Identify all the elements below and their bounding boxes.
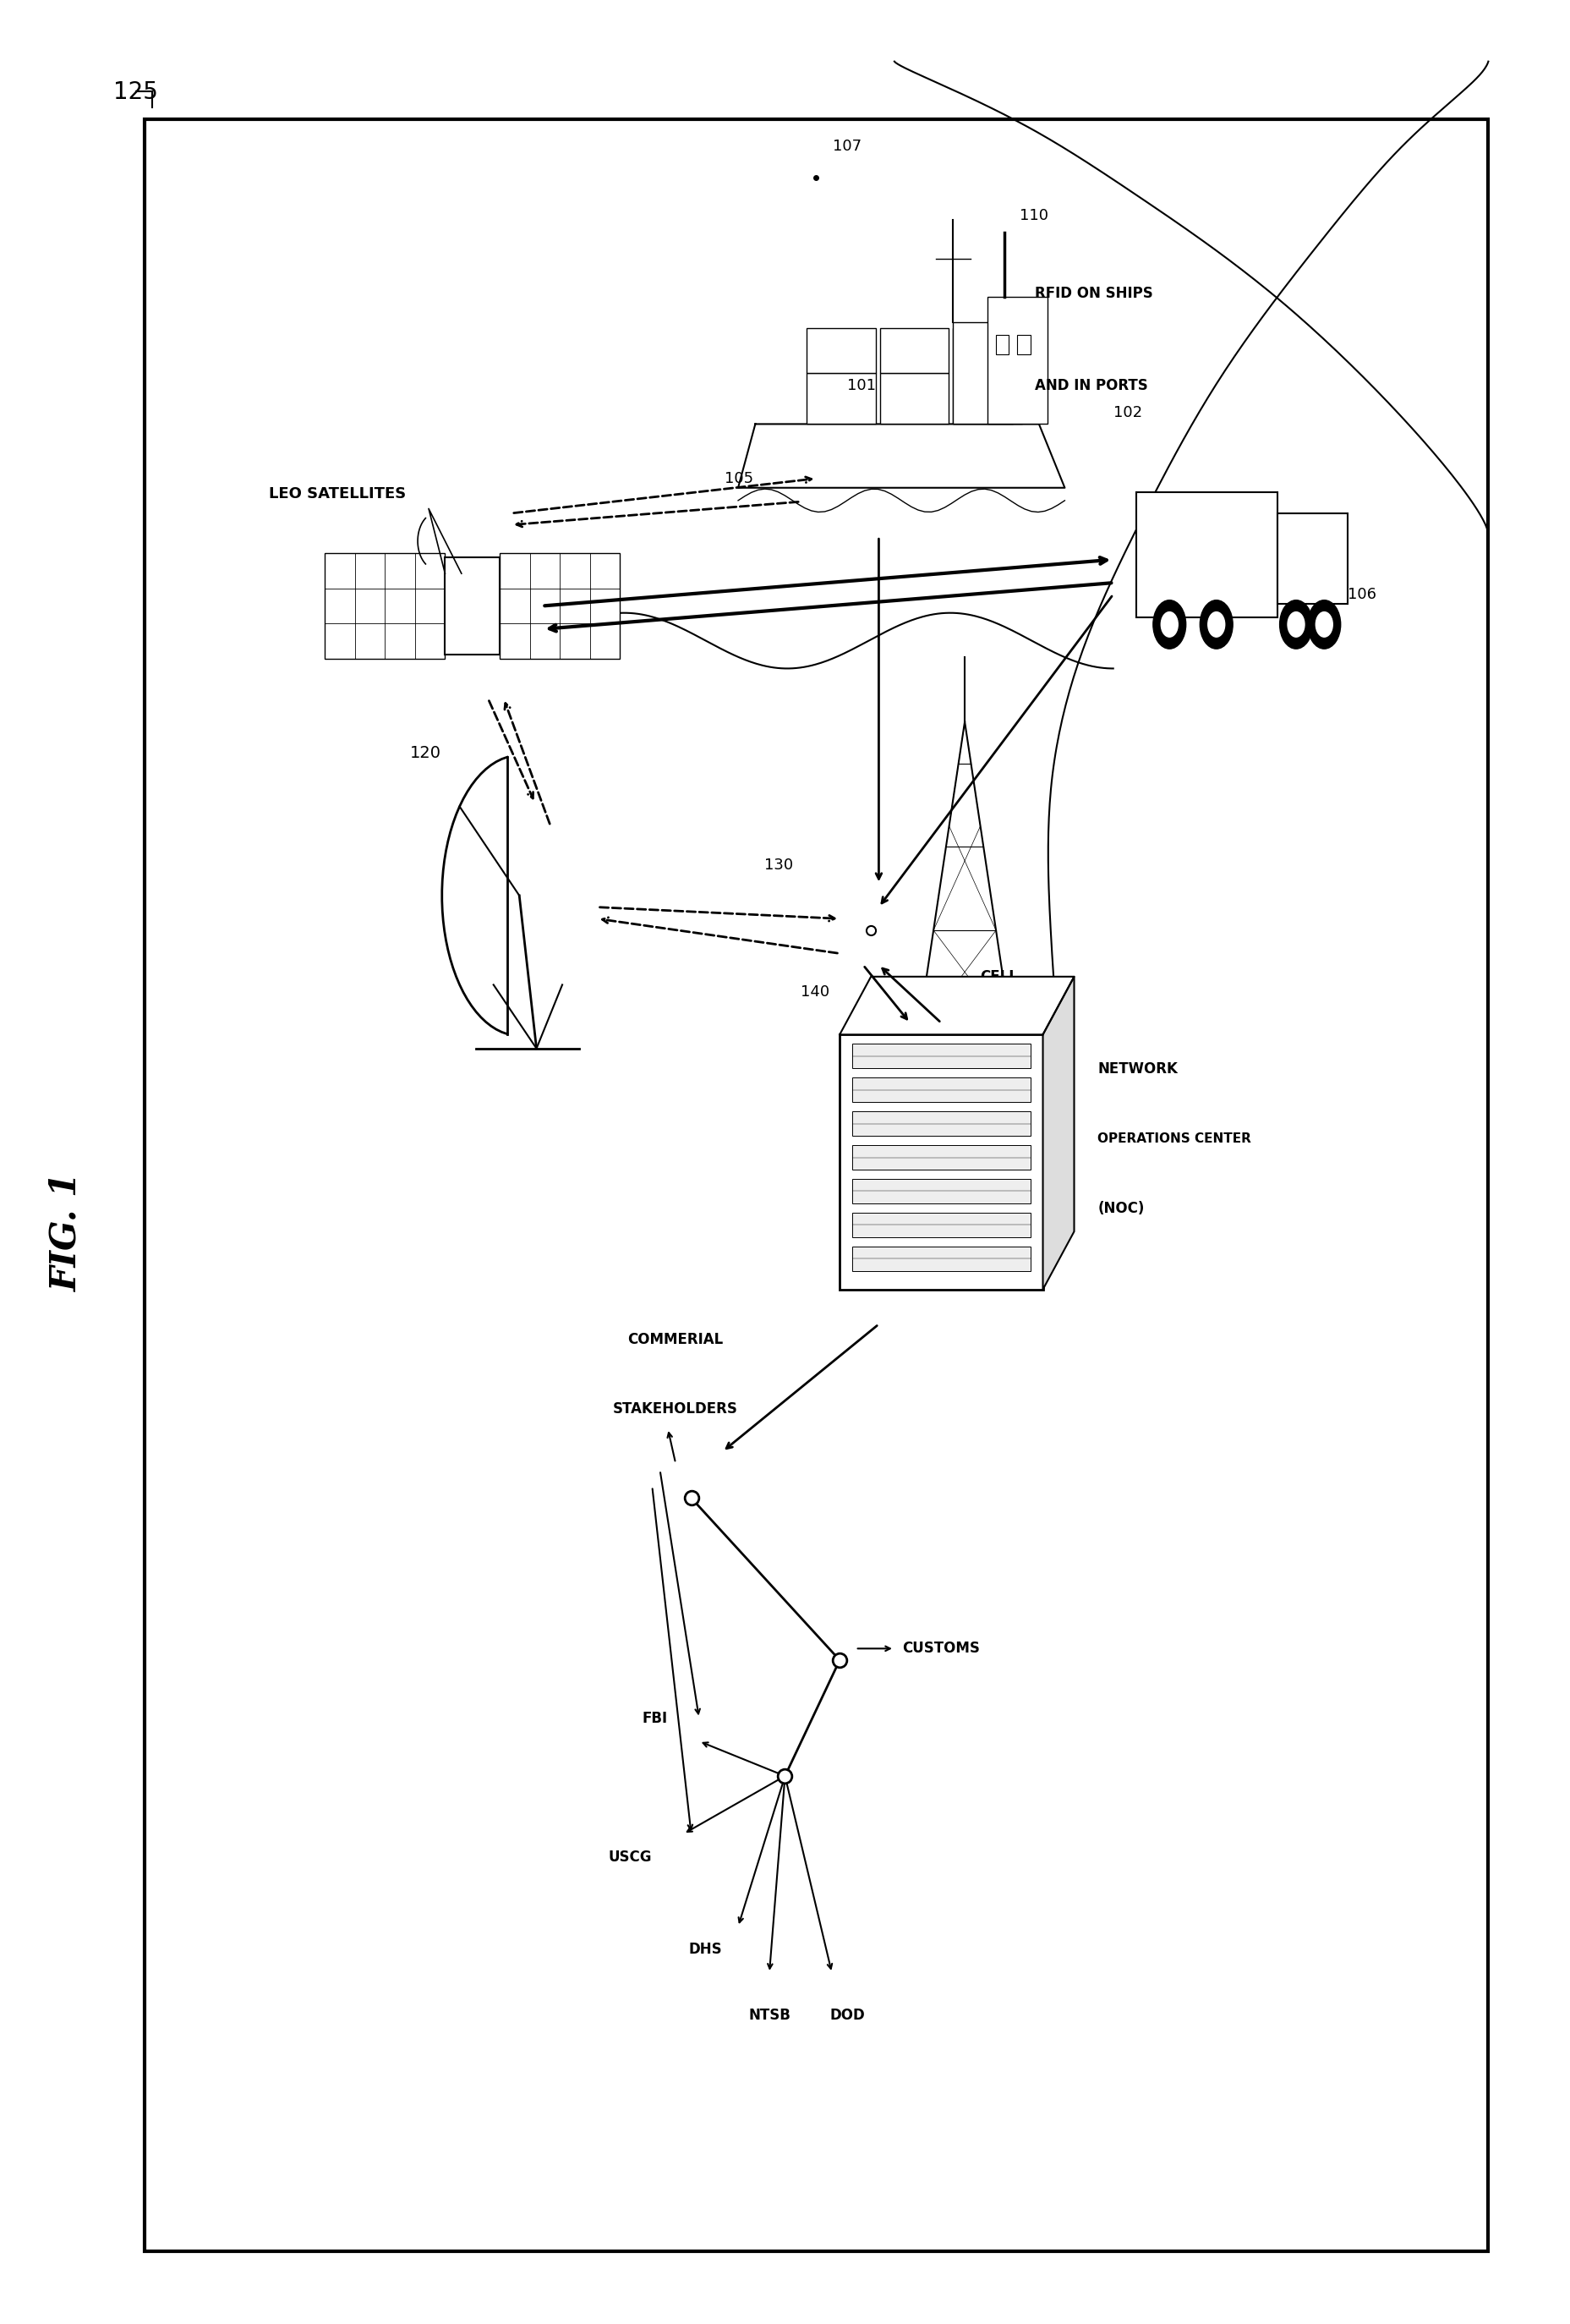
Circle shape [1280, 600, 1313, 648]
Text: (NOC): (NOC) [1097, 1202, 1145, 1215]
Circle shape [1199, 600, 1232, 648]
Text: STAKEHOLDERS: STAKEHOLDERS [612, 1401, 738, 1418]
Text: 102: 102 [1113, 404, 1141, 421]
Text: 125: 125 [113, 79, 157, 105]
Text: USCG: USCG [609, 1850, 652, 1864]
Bar [853, 1178, 1030, 1204]
Text: LEO SATELLITES: LEO SATELLITES [268, 486, 407, 502]
Text: NTSB: NTSB [749, 2008, 790, 2022]
Bar [499, 553, 620, 658]
Text: CUSTOMS: CUSTOMS [903, 1641, 980, 1657]
Bar [144, 119, 1488, 2252]
Text: DOD: DOD [831, 2008, 865, 2022]
Bar [988, 297, 1047, 423]
Text: 105: 105 [725, 472, 754, 486]
Bar [995, 335, 1010, 353]
Bar [1137, 493, 1278, 618]
Circle shape [1287, 611, 1305, 637]
Text: RFID ON SHIPS: RFID ON SHIPS [1035, 286, 1154, 300]
Text: NETWORK: NETWORK [1097, 1062, 1178, 1076]
Bar [853, 1146, 1030, 1169]
Circle shape [1316, 611, 1333, 637]
Bar [444, 558, 499, 655]
Text: 140: 140 [801, 985, 829, 999]
Bar [853, 1043, 1030, 1069]
Bar [953, 328, 1022, 374]
Circle shape [1207, 611, 1225, 637]
Bar [840, 1034, 1042, 1290]
Bar [853, 1111, 1030, 1136]
Bar [807, 374, 876, 423]
Text: 106: 106 [1347, 586, 1377, 602]
Text: 101: 101 [848, 379, 876, 393]
Bar [879, 328, 948, 374]
Text: TOWER: TOWER [980, 1050, 1038, 1064]
Text: OPERATIONS CENTER: OPERATIONS CENTER [1097, 1132, 1251, 1146]
Bar [1017, 335, 1030, 353]
Bar [853, 1246, 1030, 1271]
Text: 107: 107 [834, 139, 862, 153]
Text: DHS: DHS [689, 1943, 722, 1957]
Text: FBI: FBI [642, 1710, 667, 1727]
Polygon shape [738, 423, 1064, 488]
Text: COMMERIAL: COMMERIAL [628, 1332, 724, 1348]
Bar [325, 553, 444, 658]
Bar [1278, 514, 1347, 604]
Circle shape [1308, 600, 1341, 648]
Polygon shape [840, 976, 1074, 1034]
Text: FIG. 1: FIG. 1 [49, 1171, 83, 1292]
Text: CELL: CELL [980, 969, 1019, 985]
Bar [953, 323, 1013, 423]
Text: 130: 130 [765, 858, 793, 872]
Bar [807, 328, 876, 374]
Bar [879, 374, 948, 423]
Circle shape [1152, 600, 1185, 648]
Text: 110: 110 [1019, 209, 1049, 223]
Text: 120: 120 [410, 746, 441, 760]
Bar [953, 374, 1022, 423]
Bar [853, 1078, 1030, 1102]
Polygon shape [1042, 976, 1074, 1290]
Circle shape [1162, 611, 1178, 637]
Text: AND IN PORTS: AND IN PORTS [1035, 379, 1148, 393]
Bar [853, 1213, 1030, 1236]
